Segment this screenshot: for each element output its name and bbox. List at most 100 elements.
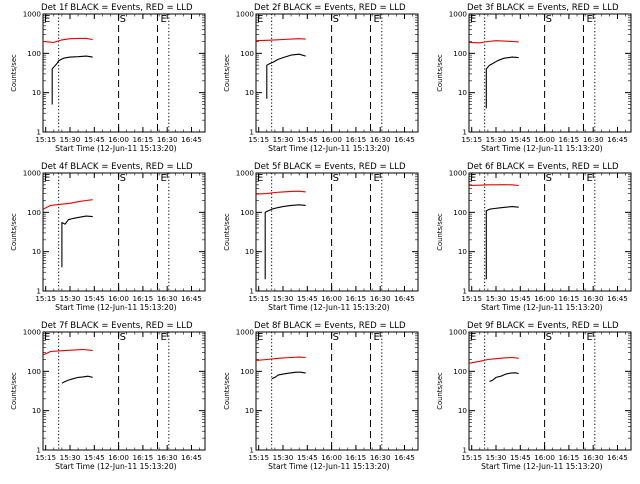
y-axis-label: Counts/sec [436,54,444,92]
x-tick-label: 15:15 [461,453,482,462]
event-marker-label: E [586,14,592,25]
x-tick-label: 16:00 [534,294,555,303]
x-tick-label: 16:00 [321,294,342,303]
axis-frame [468,13,632,133]
y-tick-label: 1 [462,446,467,455]
panel-title: Det 1f BLACK = Events, RED = LLD [41,3,193,13]
x-tick-label: 16:15 [133,453,154,462]
y-tick-label: 100 [27,208,41,217]
panel-det-3: Det 3f BLACK = Events, RED = LLD 1 10 100 10… [436,3,632,153]
x-tick-label: 15:15 [248,453,269,462]
x-axis-label: Start Time (12-Jun-11 15:13:20) [268,462,390,471]
y-tick-label: 1000 [236,169,255,178]
y-tick-label: 1 [462,128,467,137]
panel-det-7: Det 7f BLACK = Events, RED = LLD 1 10 100 10… [10,321,206,471]
x-tick-label: 15:15 [461,294,482,303]
panel-title: Det 8f BLACK = Events, RED = LLD [254,321,406,331]
y-tick-label: 1 [249,446,254,455]
x-tick-label: 16:15 [133,135,154,144]
y-tick-label: 10 [458,88,468,97]
axis-frame [468,331,632,451]
event-marker-label: E [44,332,50,343]
axis-frame [255,13,419,133]
panel-title: Det 6f BLACK = Events, RED = LLD [467,162,619,172]
x-tick-label: 16:45 [607,135,628,144]
y-axis-label: Counts/sec [223,213,231,251]
series-events [489,372,519,383]
y-tick-label: 1000 [449,10,468,19]
x-tick-label: 16:45 [394,294,415,303]
x-tick-label: 16:00 [108,294,129,303]
y-tick-label: 1 [249,287,254,296]
axis-frame [42,13,206,133]
x-axis-label: Start Time (12-Jun-11 15:13:20) [481,462,603,471]
x-tick-label: 15:45 [510,294,531,303]
series-events [485,56,519,109]
panel-title: Det 5f BLACK = Events, RED = LLD [254,162,406,172]
y-axis-label: Counts/sec [10,372,18,410]
x-tick-label: 16:30 [370,453,391,462]
panel-title: Det 7f BLACK = Events, RED = LLD [41,321,193,331]
x-tick-label: 16:00 [108,135,129,144]
y-tick-label: 1 [462,287,467,296]
event-marker-label: E [257,173,263,184]
y-tick-label: 1000 [23,328,42,337]
x-tick-label: 16:30 [583,453,604,462]
series-lld [468,356,519,364]
series-lld [255,356,306,361]
panel-det-9: Det 9f BLACK = Events, RED = LLD 1 10 100 10… [436,321,632,471]
y-tick-label: 1000 [449,169,468,178]
x-tick-label: 16:15 [559,453,580,462]
series-lld [255,38,306,42]
x-tick-label: 16:30 [370,294,391,303]
event-marker-label: E [373,14,379,25]
x-axis-label: Start Time (12-Jun-11 15:13:20) [268,303,390,312]
x-tick-label: 15:30 [60,294,81,303]
panel-det-8: Det 8f BLACK = Events, RED = LLD 1 10 100 10… [223,321,419,471]
axis-frame [468,172,632,292]
series-events [51,55,93,105]
y-tick-label: 100 [240,49,254,58]
event-marker-label: S [546,173,552,184]
y-tick-label: 100 [240,367,254,376]
x-tick-label: 15:45 [297,294,318,303]
series-events [271,371,306,380]
event-marker-label: E [470,332,476,343]
x-tick-label: 16:15 [346,294,367,303]
event-marker-label: E [373,332,379,343]
x-tick-label: 16:45 [394,135,415,144]
panel-title: Det 3f BLACK = Events, RED = LLD [467,3,619,13]
series-events [61,215,93,268]
x-tick-label: 15:45 [84,453,105,462]
y-tick-label: 1 [36,287,41,296]
y-tick-label: 10 [458,247,468,256]
x-tick-label: 16:15 [133,294,154,303]
x-tick-label: 15:30 [486,294,507,303]
event-marker-label: E [586,173,592,184]
x-axis-label: Start Time (12-Jun-11 15:13:20) [481,144,603,153]
event-marker-label: E [470,14,476,25]
x-tick-label: 16:30 [583,294,604,303]
x-tick-label: 16:30 [157,453,178,462]
event-marker-label: S [333,14,339,25]
series-lld [42,348,93,356]
x-tick-label: 16:00 [534,453,555,462]
event-marker-label: E [160,14,166,25]
x-axis-label: Start Time (12-Jun-11 15:13:20) [481,303,603,312]
series-events [264,204,306,280]
y-tick-label: 10 [32,88,42,97]
y-tick-label: 10 [458,406,468,415]
axis-frame [255,331,419,451]
y-axis-label: Counts/sec [10,54,18,92]
x-axis-label: Start Time (12-Jun-11 15:13:20) [268,144,390,153]
x-tick-label: 16:45 [181,294,202,303]
x-tick-label: 15:45 [510,453,531,462]
series-lld [255,190,306,195]
x-tick-label: 15:15 [461,135,482,144]
y-tick-label: 100 [453,367,467,376]
event-marker-label: S [546,332,552,343]
y-axis-label: Counts/sec [223,54,231,92]
x-tick-label: 16:30 [157,135,178,144]
y-tick-label: 100 [27,367,41,376]
